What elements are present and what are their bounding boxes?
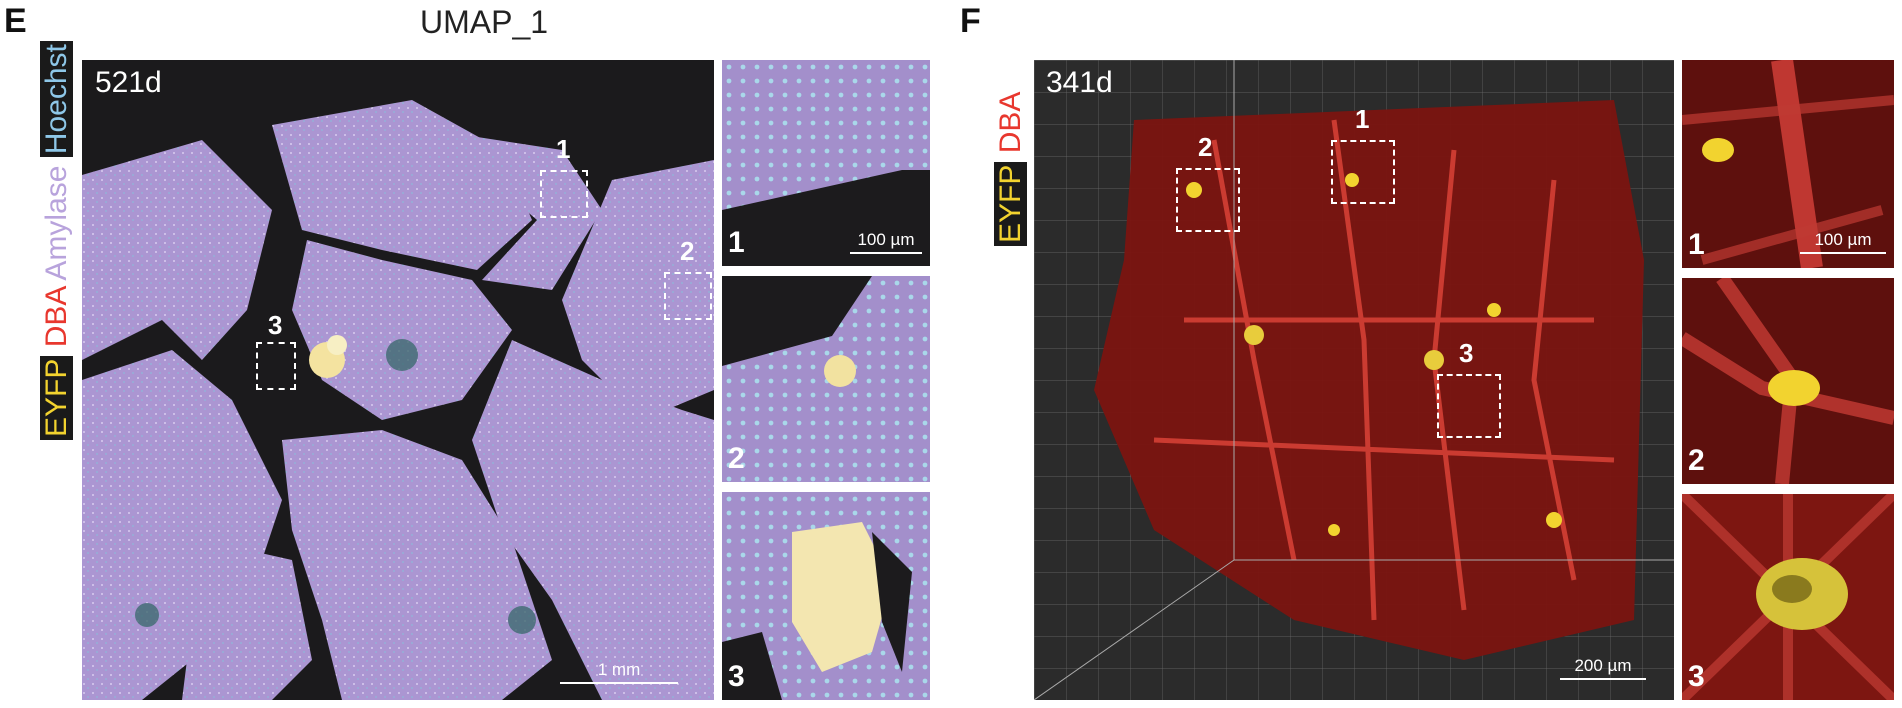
panel-e-box-2-label: 2 <box>680 236 695 266</box>
hoechst-label: Hoechst <box>40 41 73 158</box>
panel-f-inset-2 <box>1682 278 1894 484</box>
panel-letter-f: F <box>960 2 981 40</box>
panel-f-inset-scalebar: 100 µm <box>1800 230 1886 254</box>
inset-2-image <box>722 276 930 482</box>
dba-label: DBA <box>40 287 73 348</box>
eyfp-label: EYFP <box>40 355 73 440</box>
panel-e-box-1 <box>540 170 588 218</box>
panel-f-box-2 <box>1176 168 1240 232</box>
panel-e-inset-1 <box>722 60 930 266</box>
dba-label-f: DBA <box>994 91 1027 154</box>
panel-e-inset-scalebar-line <box>850 252 922 254</box>
panel-e-heading: UMAP_1 <box>420 4 549 40</box>
3d-render-image <box>1034 60 1674 700</box>
panel-e-scalebar-line <box>560 682 678 684</box>
panel-e-channel-label: EYFP DBA Amylase Hoechst <box>40 41 74 440</box>
panel-e-scalebar: 1 mm <box>560 660 678 684</box>
f-inset-1-image <box>1682 60 1894 268</box>
panel-e-inset-3-number: 3 <box>728 660 745 693</box>
panel-f-inset-3 <box>1682 494 1894 700</box>
panel-f-inset-3-number: 3 <box>1688 660 1705 693</box>
panel-f-main-image <box>1034 60 1674 700</box>
panel-e-box-2 <box>664 272 712 320</box>
tissue-section-image <box>82 100 714 700</box>
panel-f-scalebar-label: 200 µm <box>1574 656 1632 675</box>
panel-f-inset-scalebar-line <box>1800 252 1886 254</box>
panel-e-inset-scalebar-label: 100 µm <box>857 230 915 249</box>
panel-f-inset-2-number: 2 <box>1688 444 1705 477</box>
f-inset-3-image <box>1682 494 1894 700</box>
panel-e-inset-2 <box>722 276 930 482</box>
panel-e-main-image <box>82 60 714 700</box>
panel-f-age: 341d <box>1046 66 1113 99</box>
panel-f-box-3-label: 3 <box>1459 338 1474 368</box>
panel-f-inset-scalebar-label: 100 µm <box>1814 230 1872 249</box>
panel-e-inset-scalebar: 100 µm <box>850 230 922 254</box>
panel-e-age: 521d <box>95 66 162 99</box>
panel-e-box-1-label: 1 <box>556 134 571 164</box>
panel-f-scalebar-line <box>1560 678 1646 680</box>
panel-e-inset-3 <box>722 492 930 700</box>
panel-f-inset-1 <box>1682 60 1894 268</box>
panel-f-channel-label: EYFP DBA <box>994 92 1028 246</box>
panel-f-box-3 <box>1437 374 1501 438</box>
panel-e-scalebar-label: 1 mm <box>597 660 641 679</box>
panel-f-box-2-label: 2 <box>1198 132 1213 162</box>
inset-3-image <box>722 492 930 700</box>
panel-f-inset-1-number: 1 <box>1688 228 1705 261</box>
panel-e-box-3-label: 3 <box>268 310 283 340</box>
eyfp-label-f: EYFP <box>994 161 1027 246</box>
panel-e-inset-1-number: 1 <box>728 226 745 259</box>
f-inset-2-image <box>1682 278 1894 484</box>
panel-e-inset-2-number: 2 <box>728 442 745 475</box>
panel-f-box-1-label: 1 <box>1355 104 1370 134</box>
panel-f-scalebar: 200 µm <box>1560 656 1646 680</box>
panel-f-box-1 <box>1331 140 1395 204</box>
amylase-label: Amylase <box>40 165 73 281</box>
inset-1-image <box>722 60 930 266</box>
panel-letter-e: E <box>4 2 27 40</box>
panel-e-box-3 <box>256 342 296 390</box>
